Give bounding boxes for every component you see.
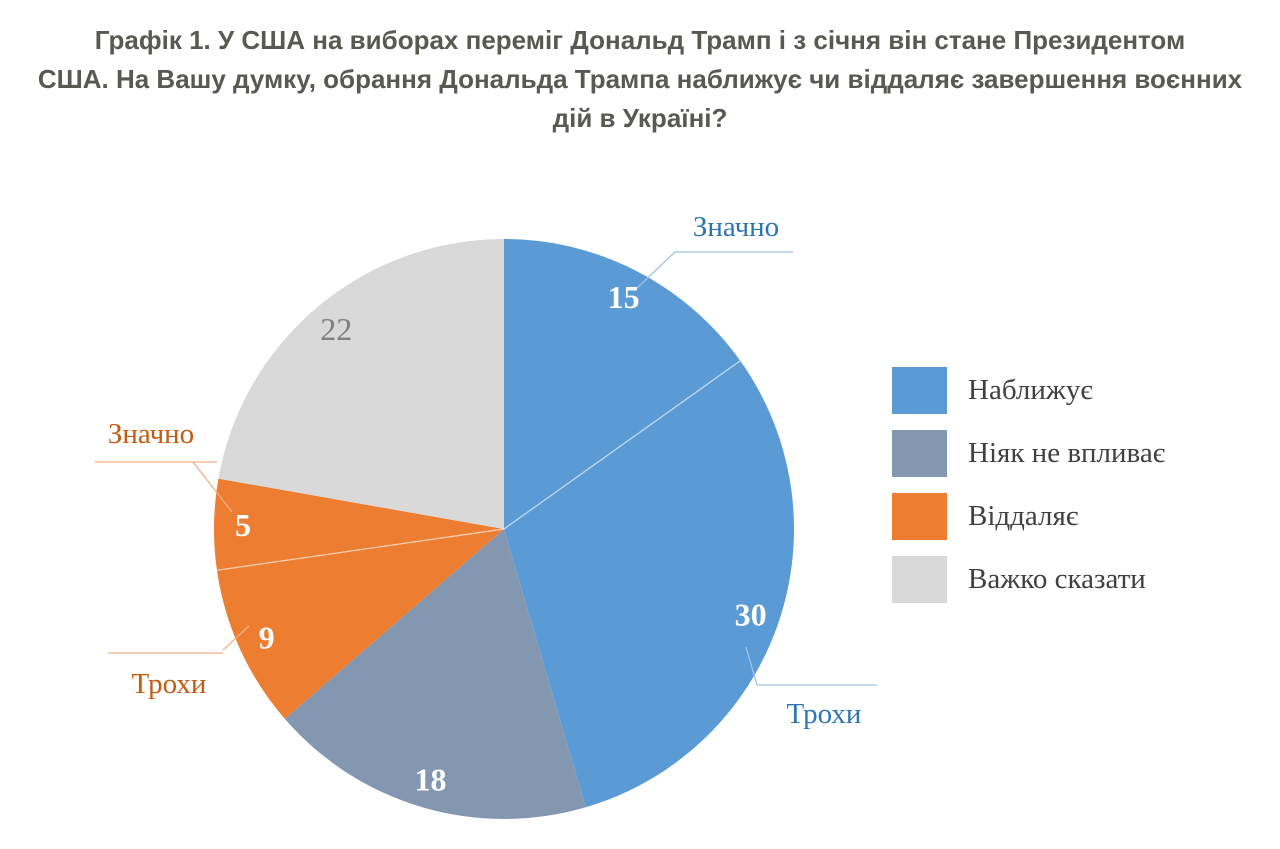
- callout-label-significantly-further: Значно: [107, 418, 195, 450]
- legend: Наближує Ніяк не впливає Віддаляє Важко …: [892, 367, 1165, 619]
- legend-swatch-orange: [892, 493, 947, 540]
- pie-slice-separator: [216, 528, 505, 571]
- pie-wedges: [214, 239, 794, 819]
- legend-item-no-influence: Ніяк не впливає: [892, 430, 1165, 477]
- chart-title-line-2: США. На Вашу думку, обрання Дональда Тра…: [37, 64, 1243, 94]
- pie-slice-5: [214, 478, 504, 571]
- pie-value-label-15: 15: [608, 279, 640, 315]
- chart-title-line-3: дій в Україні?: [552, 103, 728, 133]
- legend-label: Віддаляє: [968, 500, 1079, 532]
- pie-value-label-22: 22: [320, 311, 352, 347]
- legend-swatch-gray-blue: [892, 430, 947, 477]
- callout-label-slightly-closer: Трохи: [786, 698, 862, 730]
- pie-value-label-5: 5: [235, 507, 251, 543]
- callout-leader-line: [636, 251, 676, 289]
- chart-title-line-1: Графік 1. У США на виборах переміг Донал…: [94, 25, 1186, 55]
- callout-label-significantly-closer: Значно: [692, 211, 780, 243]
- pie-slice-18: [284, 529, 586, 819]
- pie-slice-separators: [216, 360, 741, 571]
- callout-leader-line: [192, 461, 233, 513]
- legend-item-pushes-away: Віддаляє: [892, 493, 1165, 540]
- legend-item-brings-closer: Наближує: [892, 367, 1165, 414]
- pie-slice-30: [504, 360, 794, 808]
- legend-swatch-light-gray: [892, 556, 947, 603]
- pie-slice-15: [504, 239, 741, 529]
- pie-value-label-18: 18: [414, 761, 446, 797]
- legend-item-hard-to-say: Важко сказати: [892, 556, 1165, 603]
- callout-leader-line: [745, 646, 758, 686]
- pie-value-label-30: 30: [735, 596, 767, 632]
- pie-slice-separator: [503, 360, 741, 530]
- pie-value-labels: 15 30 18 9 5 22: [235, 279, 767, 797]
- callout-label-slightly-further: Трохи: [131, 668, 207, 700]
- chart-title: Графік 1. У США на виборах переміг Донал…: [0, 21, 1280, 138]
- pie-slice-9: [216, 529, 504, 719]
- callout-leader-lines: [95, 251, 877, 686]
- legend-label: Важко сказати: [968, 563, 1146, 595]
- pie-value-label-9: 9: [259, 619, 275, 655]
- callout-leader-line: [222, 625, 250, 651]
- legend-swatch-blue: [892, 367, 947, 414]
- legend-label: Ніяк не впливає: [968, 437, 1166, 469]
- pie-slice-22: [218, 239, 504, 529]
- legend-label: Наближує: [968, 374, 1093, 406]
